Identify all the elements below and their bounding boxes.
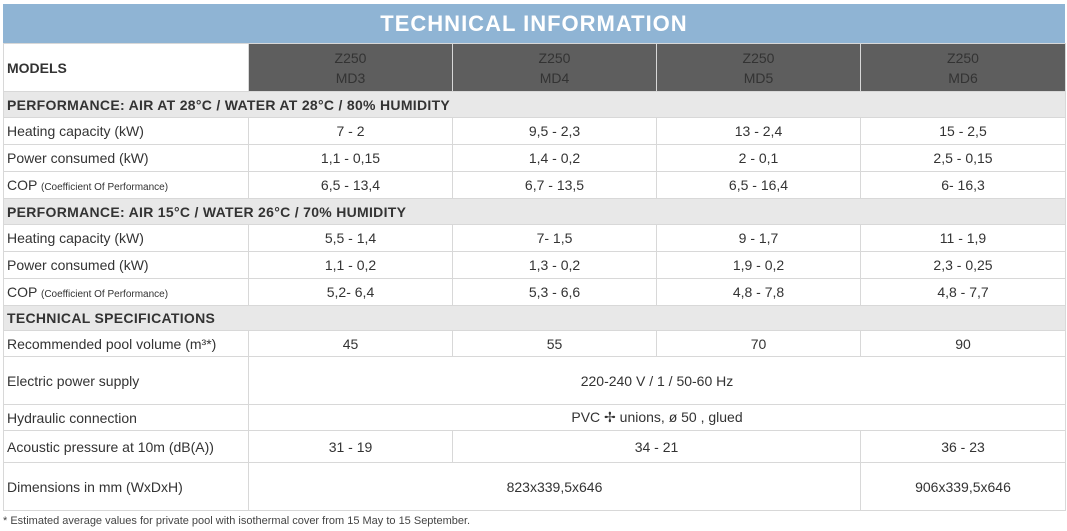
row-label: Hydraulic connection [3,404,249,431]
cell-value: 11 - 1,9 [860,224,1066,252]
cell-value: 1,1 - 0,2 [248,251,453,279]
table-row: Hydraulic connection PVC ✢ unions, ø 50 … [3,404,1066,431]
cell-value: 31 - 19 [248,430,453,463]
models-label: MODELS [3,43,249,92]
table-row: Dimensions in mm (WxDxH) 823x339,5x646 9… [3,462,1066,511]
row-label: Heating capacity (kW) [3,117,249,145]
table-row: Heating capacity (kW) 7 - 2 9,5 - 2,3 13… [3,117,1066,145]
model-line1: Z250 [742,49,775,66]
cell-value: 13 - 2,4 [656,117,861,145]
section-heading-row: PERFORMANCE: AIR AT 28°C / WATER AT 28°C… [3,91,1066,118]
cell-value: 6,5 - 13,4 [248,171,453,199]
cell-value: 5,5 - 1,4 [248,224,453,252]
cell-value: 1,1 - 0,15 [248,144,453,172]
table-row: Heating capacity (kW) 5,5 - 1,4 7- 1,5 9… [3,224,1066,252]
cell-value: 55 [452,330,657,357]
row-label: Acoustic pressure at 10m (dB(A)) [3,430,249,463]
section-heading-specs: TECHNICAL SPECIFICATIONS [3,305,1066,331]
cell-value: 15 - 2,5 [860,117,1066,145]
model-line2: MD6 [948,69,978,86]
row-label: COP (Coefficient Of Performance) [3,171,249,199]
section-heading-28c: PERFORMANCE: AIR AT 28°C / WATER AT 28°C… [3,91,1066,118]
section-heading-15c: PERFORMANCE: AIR 15°C / WATER 26°C / 70%… [3,198,1066,225]
cell-value: 2,3 - 0,25 [860,251,1066,279]
table-row: COP (Coefficient Of Performance) 5,2- 6,… [3,278,1066,306]
cell-value: 9 - 1,7 [656,224,861,252]
cell-value: 220-240 V / 1 / 50-60 Hz [248,356,1066,405]
model-md4-header: Z250 MD4 [452,43,657,92]
cop-sublabel: (Coefficient Of Performance) [40,182,169,193]
table-row: Power consumed (kW) 1,1 - 0,2 1,3 - 0,2 … [3,251,1066,279]
cell-value: 9,5 - 2,3 [452,117,657,145]
cell-value: 45 [248,330,453,357]
section-heading-row: TECHNICAL SPECIFICATIONS [3,305,1066,331]
cop-label: COP [7,284,38,300]
cell-value: 6,5 - 16,4 [656,171,861,199]
cell-value: 7- 1,5 [452,224,657,252]
model-line1: Z250 [947,49,979,66]
section-heading-row: PERFORMANCE: AIR 15°C / WATER 26°C / 70%… [3,198,1066,225]
cell-value: 4,8 - 7,8 [656,278,861,306]
cell-value: 823x339,5x646 [248,462,861,511]
cell-value: 5,3 - 6,6 [452,278,657,306]
row-label: Heating capacity (kW) [3,224,249,252]
row-label: Power consumed (kW) [3,144,249,172]
model-md3-header: Z250 MD3 [248,43,453,92]
row-label: Electric power supply [3,356,249,405]
cell-value: 34 - 21 [452,430,861,463]
row-label: COP (Coefficient Of Performance) [3,278,249,306]
cell-value: 2 - 0,1 [656,144,861,172]
cell-value: 6,7 - 13,5 [452,171,657,199]
cell-value: 1,4 - 0,2 [452,144,657,172]
footnote: * Estimated average values for private p… [3,515,471,527]
model-line2: MD3 [335,69,366,86]
models-header-row: MODELS Z250 MD3 Z250 MD4 Z250 MD5 Z250 MD6 [3,43,1066,92]
cell-value: 1,9 - 0,2 [656,251,861,279]
cell-value: 36 - 23 [860,430,1066,463]
cell-value: 5,2- 6,4 [248,278,453,306]
table-row: COP (Coefficient Of Performance) 6,5 - 1… [3,171,1066,199]
model-line1: Z250 [334,49,367,66]
cell-value: 1,3 - 0,2 [452,251,657,279]
row-label: Recommended pool volume (m³*) [3,330,249,357]
cell-value: 70 [656,330,861,357]
model-md5-header: Z250 MD5 [656,43,861,92]
model-line2: MD5 [743,69,774,86]
cell-value: 4,8 - 7,7 [860,278,1066,306]
model-line1: Z250 [538,49,571,66]
cell-value: PVC ✢ unions, ø 50 , glued [248,404,1066,431]
cop-sublabel: (Coefficient Of Performance) [40,289,169,300]
cop-label: COP [7,177,38,193]
model-line2: MD4 [539,69,570,86]
cell-value: 90 [860,330,1066,357]
table-row: Acoustic pressure at 10m (dB(A)) 31 - 19… [3,430,1066,463]
row-label: Dimensions in mm (WxDxH) [3,462,249,511]
technical-info-table: MODELS Z250 MD3 Z250 MD4 Z250 MD5 Z250 MD6 P… [3,43,1066,511]
table-row: Recommended pool volume (m³*) 45 55 70 9… [3,330,1066,357]
cell-value: 7 - 2 [248,117,453,145]
table-row: Electric power supply 220-240 V / 1 / 50… [3,356,1066,405]
row-label: Power consumed (kW) [3,251,249,279]
model-md6-header: Z250 MD6 [860,43,1066,92]
cell-value: 6- 16,3 [860,171,1066,199]
table-title: TECHNICAL INFORMATION [3,4,1065,43]
cell-value: 2,5 - 0,15 [860,144,1066,172]
cell-value: 906x339,5x646 [860,462,1066,511]
table-row: Power consumed (kW) 1,1 - 0,15 1,4 - 0,2… [3,144,1066,172]
